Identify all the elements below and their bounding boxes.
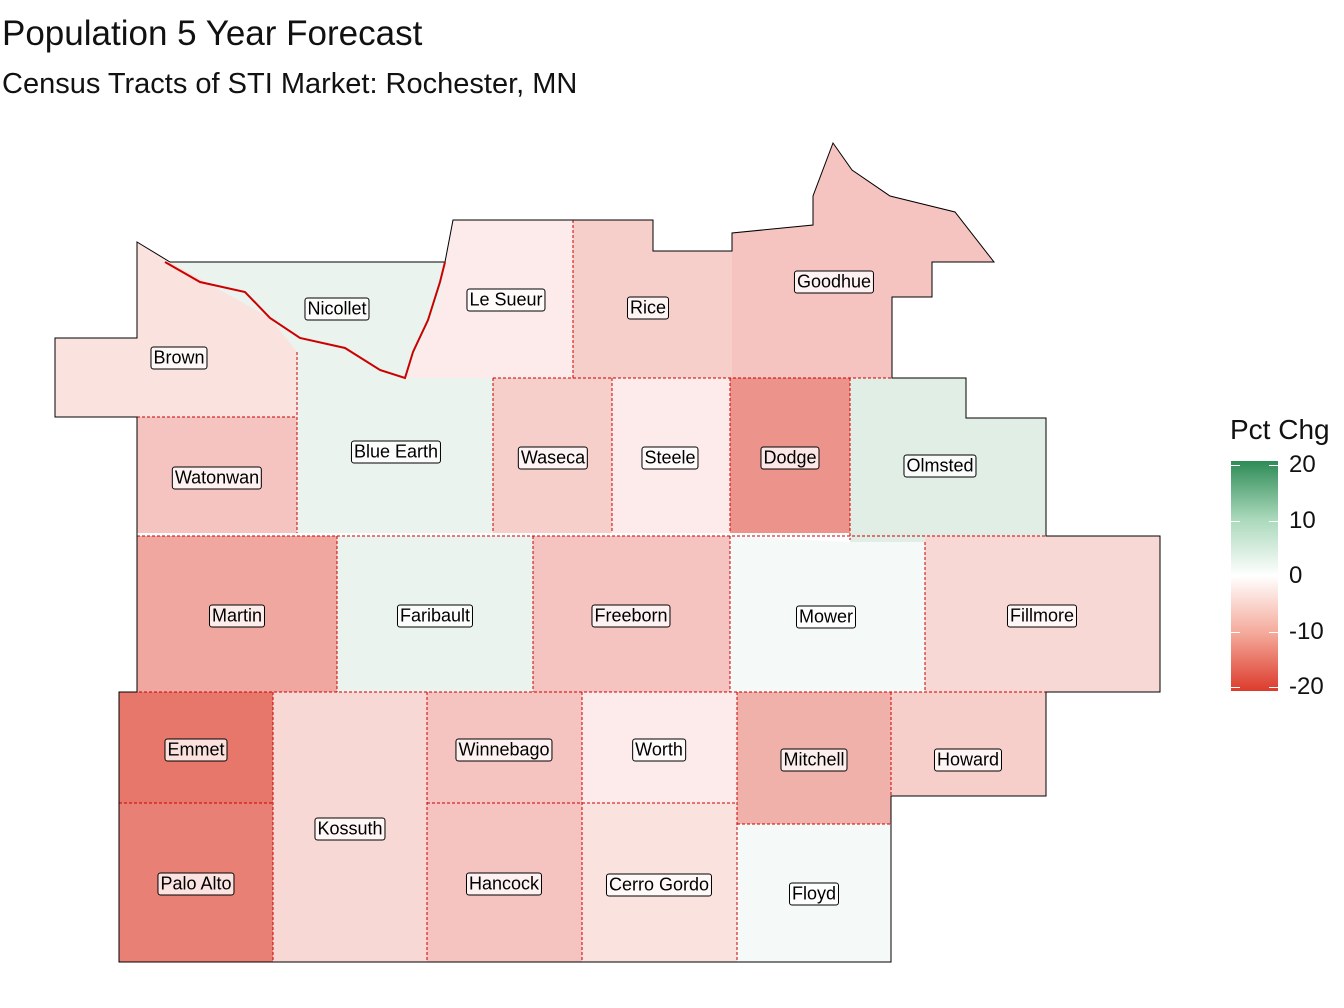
county-label-cerro-gordo: Cerro Gordo	[605, 873, 713, 897]
county-label-rice: Rice	[626, 296, 670, 320]
legend-tick-mark	[1231, 631, 1240, 633]
county-label-waseca: Waseca	[517, 446, 589, 470]
legend-tick-mark	[1269, 687, 1278, 688]
county-label-olmsted: Olmsted	[903, 454, 977, 478]
county-label-worth: Worth	[632, 738, 686, 762]
county-outlines	[119, 220, 1160, 962]
county-label-blue-earth: Blue Earth	[350, 440, 442, 464]
county-label-goodhue: Goodhue	[793, 270, 875, 294]
county-label-mitchell: Mitchell	[780, 748, 848, 772]
legend-tick-mark	[1231, 520, 1240, 522]
page-subtitle: Census Tracts of STI Market: Rochester, …	[2, 68, 578, 100]
county-label-martin: Martin	[208, 604, 266, 628]
legend-tick-mark	[1269, 465, 1278, 466]
county-label-faribault: Faribault	[396, 604, 474, 628]
legend-tick-mark	[1269, 631, 1278, 633]
legend-tick-mark	[1231, 576, 1240, 577]
map-outer-boundary	[54, 141, 1161, 963]
legend-tick-label: 0	[1289, 562, 1303, 589]
legend-tick-label: 20	[1289, 451, 1316, 478]
legend-tick-label: -20	[1289, 673, 1324, 700]
minnesota-river	[164, 261, 446, 380]
county-label-brown: Brown	[150, 346, 208, 370]
county-label-le-sueur: Le Sueur	[466, 288, 546, 312]
legend-tick-label: 10	[1289, 506, 1316, 534]
county-label-dodge: Dodge	[760, 446, 820, 470]
legend-tick-mark	[1269, 520, 1278, 522]
page-title: Population 5 Year Forecast	[2, 14, 423, 53]
county-label-steele: Steele	[641, 446, 699, 470]
county-region-goodhue	[732, 143, 994, 378]
county-shapes	[55, 143, 1160, 962]
county-label-freeborn: Freeborn	[591, 604, 671, 628]
county-label-hancock: Hancock	[465, 872, 543, 896]
county-label-watonwan: Watonwan	[171, 466, 263, 490]
legend-tick-mark	[1269, 576, 1278, 577]
county-label-floyd: Floyd	[788, 882, 840, 906]
county-label-winnebago: Winnebago	[455, 738, 553, 762]
county-label-fillmore: Fillmore	[1006, 604, 1078, 628]
county-label-kossuth: Kossuth	[314, 817, 386, 841]
county-label-palo-alto: Palo Alto	[157, 872, 235, 896]
legend-tick-label: -10	[1289, 617, 1324, 645]
county-label-nicollet: Nicollet	[304, 297, 370, 321]
county-label-howard: Howard	[933, 748, 1003, 772]
legend-tick-mark	[1231, 687, 1240, 688]
legend-title: Pct Chg	[1230, 414, 1330, 445]
legend-tick-mark	[1231, 465, 1240, 466]
county-label-mower: Mower	[795, 605, 857, 629]
county-label-emmet: Emmet	[164, 738, 228, 762]
